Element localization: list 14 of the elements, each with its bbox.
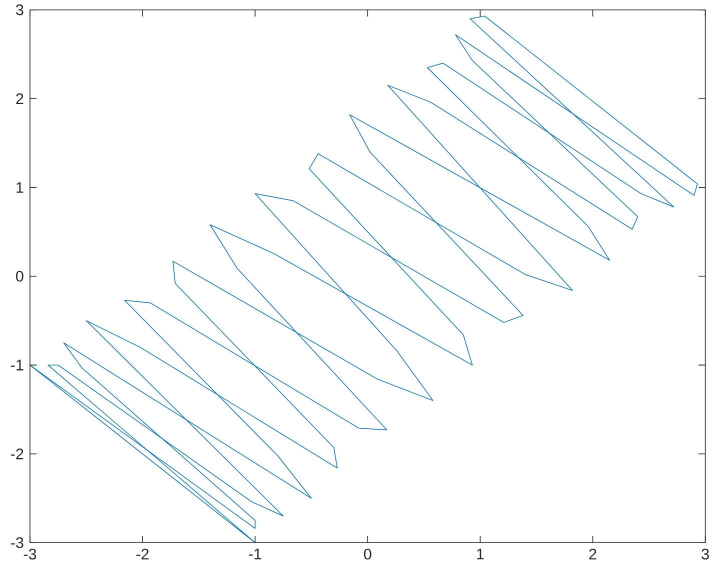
x-tick-label: 2 xyxy=(589,548,596,560)
x-tick-label: -2 xyxy=(136,548,149,560)
x-tick-label: -3 xyxy=(24,548,36,560)
y-tick-label: 1 xyxy=(16,182,24,193)
x-tick-label: 1 xyxy=(477,548,484,560)
y-tick-label: -3 xyxy=(11,537,24,548)
x-tick-label: 0 xyxy=(364,548,372,560)
y-tick-label: 3 xyxy=(16,4,24,16)
y-tick-label: 0 xyxy=(16,271,24,282)
y-tick-label: -1 xyxy=(11,360,24,371)
x-tick-label: -1 xyxy=(248,548,262,560)
y-tick-label: 2 xyxy=(16,93,24,104)
y-tick-label: -2 xyxy=(11,448,24,460)
x-tick-label: 3 xyxy=(702,548,709,560)
